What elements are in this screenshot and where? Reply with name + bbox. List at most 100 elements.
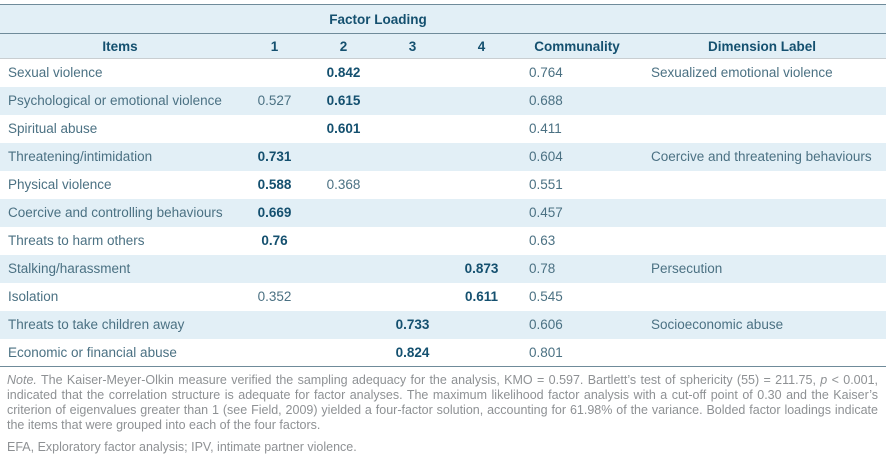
- dimension-cell: [638, 339, 886, 367]
- column-header-items: Items: [102, 38, 138, 54]
- loading-cell-1: 0.669: [257, 205, 292, 220]
- item-cell: Stalking/harassment: [8, 261, 131, 276]
- loading-cell-4: 0.611: [464, 289, 499, 304]
- table-row: Psychological or emotional violence 0.52…: [0, 86, 886, 115]
- loading-cell-3: 0.824: [395, 344, 430, 360]
- column-header-dimension-label: Dimension Label: [707, 38, 817, 54]
- item-cell: Physical violence: [8, 177, 112, 192]
- table-row: Economic or financial abuse 0.824 0.801: [0, 338, 886, 367]
- dimension-cell: [638, 227, 886, 255]
- loading-cell-2: 0.842: [326, 65, 361, 81]
- loading-cell-4: [447, 171, 516, 199]
- loading-cell-2: [309, 339, 378, 367]
- table-row: Threats to take children away 0.733 0.60…: [0, 310, 886, 339]
- loading-cell-3: [378, 59, 447, 87]
- loading-cell-4: [447, 143, 516, 171]
- loading-cell-1: 0.527: [257, 93, 292, 108]
- table-row: Isolation 0.352 0.611 0.545: [0, 282, 886, 311]
- communality-cell: 0.764: [529, 65, 563, 81]
- communality-cell: 0.801: [529, 344, 563, 360]
- column-header-factor-1: 1: [270, 38, 279, 54]
- loading-cell-3: [378, 255, 447, 283]
- factor-loading-table: Factor Loading Items 1 2 3 4 Communality…: [0, 4, 886, 367]
- loading-cell-3: [378, 115, 447, 143]
- item-cell: Spiritual abuse: [8, 121, 98, 136]
- table-row: Coercive and controlling behaviours 0.66…: [0, 198, 886, 227]
- item-cell: Economic or financial abuse: [8, 344, 177, 360]
- loading-cell-3: [378, 143, 447, 171]
- item-cell: Sexual violence: [8, 65, 103, 81]
- item-cell: Coercive and controlling behaviours: [8, 205, 223, 220]
- table-header: Factor Loading Items 1 2 3 4 Communality…: [0, 4, 886, 59]
- column-header-communality: Communality: [534, 38, 620, 54]
- loading-cell-3: [378, 87, 447, 115]
- item-cell: Psychological or emotional violence: [8, 93, 222, 108]
- table-row: Stalking/harassment 0.873 0.78 Persecuti…: [0, 254, 886, 283]
- table-row: Sexual violence 0.842 0.764 Sexualized e…: [0, 58, 886, 87]
- loading-cell-1: [240, 59, 309, 87]
- table-row: Spiritual abuse 0.601 0.411: [0, 114, 886, 143]
- table-body: Sexual violence 0.842 0.764 Sexualized e…: [0, 58, 886, 367]
- loading-cell-2: [309, 227, 378, 255]
- loading-cell-1: 0.588: [257, 177, 292, 192]
- loading-cell-2: 0.615: [326, 93, 361, 108]
- column-header-row: Items 1 2 3 4 Communality Dimension Labe…: [0, 33, 886, 59]
- communality-cell: 0.551: [529, 177, 563, 192]
- loading-cell-2: [309, 283, 378, 311]
- dimension-cell: [638, 171, 886, 199]
- dimension-cell: [638, 283, 886, 311]
- loading-cell-2: [309, 311, 378, 339]
- loading-cell-1: [240, 311, 309, 339]
- loading-cell-2: 0.601: [326, 121, 361, 136]
- column-header-factor-4: 4: [477, 38, 486, 54]
- loading-cell-3: [378, 171, 447, 199]
- communality-cell: 0.63: [529, 233, 556, 248]
- communality-cell: 0.606: [529, 317, 563, 332]
- dimension-cell: Coercive and threatening behaviours: [651, 149, 872, 164]
- communality-cell: 0.457: [529, 205, 563, 220]
- item-cell: Isolation: [8, 289, 59, 304]
- item-cell: Threats to harm others: [8, 233, 145, 248]
- factor-loading-spacer-left: [0, 5, 240, 34]
- dimension-cell: [638, 87, 886, 115]
- column-header-factor-3: 3: [408, 38, 417, 54]
- loading-cell-2: [309, 255, 378, 283]
- loading-cell-2: [309, 199, 378, 227]
- dimension-cell: Socioeconomic abuse: [651, 317, 784, 332]
- note-segment: The Kaiser-Meyer-Olkin measure verified …: [36, 373, 821, 387]
- item-cell: Threatening/intimidation: [8, 149, 153, 164]
- communality-cell: 0.411: [529, 121, 562, 136]
- note-segment: < 0.001, indicated that the correlation …: [7, 373, 879, 432]
- loading-cell-1: 0.731: [257, 149, 292, 164]
- column-header-factor-2: 2: [339, 38, 348, 54]
- loading-cell-1: [240, 115, 309, 143]
- note-segment-italic: Note.: [7, 373, 37, 387]
- loading-cell-3: [378, 283, 447, 311]
- communality-cell: 0.688: [529, 93, 563, 108]
- loading-cell-4: [447, 311, 516, 339]
- table-row: Threatening/intimidation 0.731 0.604 Coe…: [0, 142, 886, 171]
- factor-loading-spacer-comm: [516, 5, 638, 34]
- abbreviations-text: EFA, Exploratory factor analysis; IPV, i…: [7, 440, 357, 454]
- loading-cell-2: [309, 143, 378, 171]
- loading-cell-1: [240, 339, 309, 367]
- loading-cell-4: [447, 87, 516, 115]
- loading-cell-1: [240, 255, 309, 283]
- loading-cell-2: 0.368: [326, 177, 361, 192]
- table-row: Threats to harm others 0.76 0.63: [0, 226, 886, 255]
- loading-cell-4: [447, 199, 516, 227]
- communality-cell: 0.78: [529, 261, 556, 276]
- loading-cell-4: [447, 339, 516, 367]
- loading-cell-4: 0.873: [464, 261, 499, 276]
- loading-cell-4: [447, 115, 516, 143]
- loading-cell-3: 0.733: [395, 317, 430, 332]
- dimension-cell: [638, 115, 886, 143]
- loading-cell-1: 0.76: [261, 233, 288, 248]
- dimension-cell: Sexualized emotional violence: [651, 65, 833, 81]
- communality-cell: 0.604: [529, 149, 563, 164]
- note-segment-italic: p: [820, 373, 828, 387]
- communality-cell: 0.545: [529, 289, 563, 304]
- loading-cell-4: [447, 59, 516, 87]
- loading-cell-3: [378, 199, 447, 227]
